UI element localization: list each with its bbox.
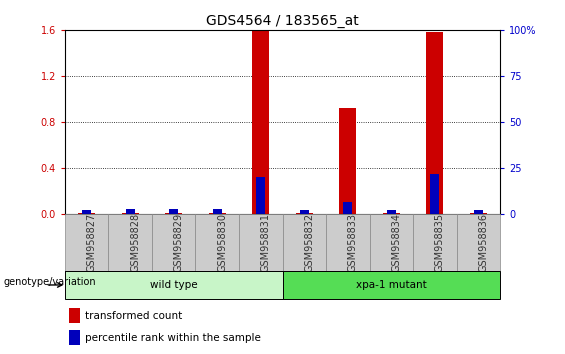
Bar — [208, 213, 226, 214]
Text: GSM958835: GSM958835 — [435, 213, 445, 272]
Bar — [65, 214, 108, 271]
Bar — [170, 209, 178, 214]
Bar — [426, 32, 444, 214]
Bar — [195, 214, 239, 271]
Bar — [339, 108, 357, 214]
Bar — [370, 214, 413, 271]
Bar — [413, 214, 457, 271]
Text: transformed count: transformed count — [85, 310, 182, 321]
Bar — [282, 214, 326, 271]
Text: GDS4564 / 183565_at: GDS4564 / 183565_at — [206, 14, 359, 28]
Text: GSM958834: GSM958834 — [391, 213, 401, 272]
Text: GSM958830: GSM958830 — [217, 213, 227, 272]
Bar — [165, 213, 182, 214]
Text: genotype/variation: genotype/variation — [3, 277, 96, 287]
Text: GSM958833: GSM958833 — [347, 213, 358, 272]
Bar — [431, 174, 439, 214]
Bar — [108, 214, 152, 271]
Bar — [474, 211, 483, 214]
Bar — [300, 211, 308, 214]
Bar — [239, 214, 282, 271]
Text: GSM958832: GSM958832 — [304, 213, 314, 272]
Text: GSM958831: GSM958831 — [261, 213, 271, 272]
Bar — [387, 211, 396, 214]
Bar — [121, 213, 139, 214]
Bar — [126, 209, 134, 214]
Bar — [326, 214, 370, 271]
Bar — [252, 31, 270, 214]
Bar — [78, 213, 95, 214]
Bar — [69, 330, 80, 345]
Bar — [295, 213, 313, 214]
Bar — [69, 308, 80, 323]
Bar — [213, 209, 221, 214]
Text: wild type: wild type — [150, 280, 198, 290]
Bar — [82, 211, 91, 214]
Text: GSM958829: GSM958829 — [174, 213, 184, 272]
Text: xpa-1 mutant: xpa-1 mutant — [356, 280, 427, 290]
Bar — [257, 177, 265, 214]
Bar — [344, 202, 352, 214]
Bar — [457, 214, 500, 271]
Text: GSM958827: GSM958827 — [87, 213, 97, 272]
Bar — [282, 271, 500, 299]
Bar — [383, 213, 400, 214]
Bar — [65, 271, 282, 299]
Text: GSM958828: GSM958828 — [131, 213, 140, 272]
Bar — [152, 214, 195, 271]
Text: percentile rank within the sample: percentile rank within the sample — [85, 332, 260, 343]
Text: GSM958836: GSM958836 — [478, 213, 488, 272]
Bar — [470, 213, 487, 214]
